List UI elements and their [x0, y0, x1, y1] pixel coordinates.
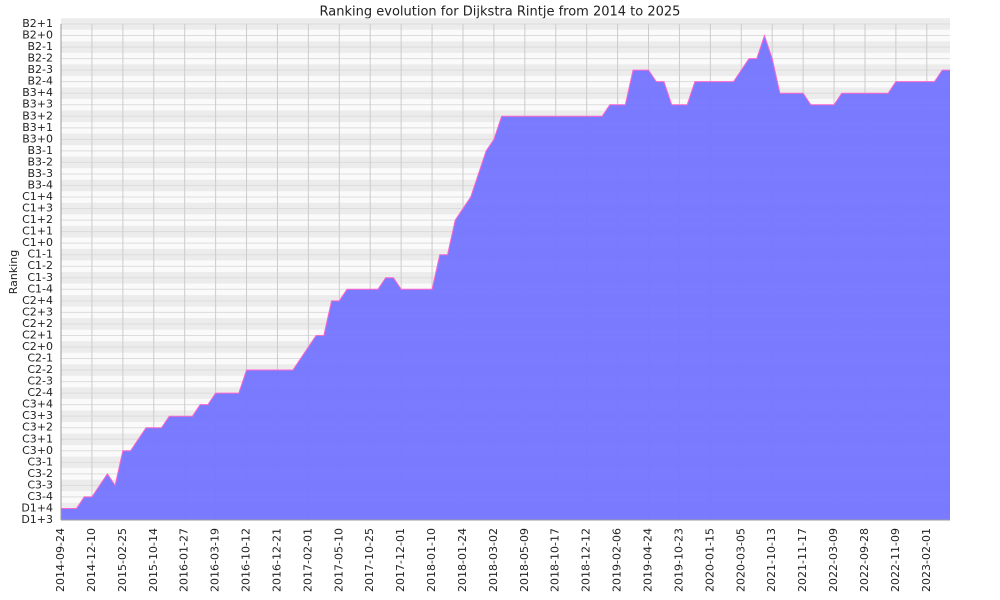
y-tick-label: C2+3	[22, 305, 53, 318]
x-tick-label: 2018-10-17	[549, 528, 562, 592]
y-tick-label: B2-2	[27, 52, 53, 65]
y-tick-label: C1-1	[27, 248, 53, 261]
x-tick-label: 2018-01-10	[425, 528, 438, 592]
y-tick-label: C1-3	[27, 271, 53, 284]
x-tick-label: 2015-02-25	[116, 528, 129, 592]
x-tick-label: 2019-10-23	[672, 528, 685, 592]
y-tick-label: B3+4	[22, 86, 53, 99]
y-tick-label: C2-3	[27, 375, 53, 388]
y-tick-label: C1+0	[22, 236, 53, 249]
y-tick-label: D1+4	[21, 501, 53, 514]
y-tick-label: C1-2	[27, 259, 53, 272]
x-tick-label: 2022-09-28	[858, 528, 871, 592]
y-tick-label: C2+2	[22, 317, 53, 330]
x-tick-label: 2015-10-14	[147, 528, 160, 592]
y-tick-label: C3-2	[27, 467, 53, 480]
x-tick-label: 2020-03-05	[734, 528, 747, 592]
x-tick-label: 2017-05-10	[332, 528, 345, 592]
y-tick-label: C3+4	[22, 398, 53, 411]
y-tick-label: C2+1	[22, 328, 53, 341]
y-tick-label: C2+4	[22, 294, 53, 307]
y-tick-label: B2-1	[27, 40, 53, 53]
y-tick-label: C1+2	[22, 213, 53, 226]
y-tick-label: B3+0	[22, 132, 53, 145]
y-tick-label: B3-2	[27, 155, 53, 168]
y-tick-label: B2+0	[22, 29, 53, 42]
y-tick-label: C2-2	[27, 363, 53, 376]
y-tick-label: C3-3	[27, 478, 53, 491]
y-tick-label: B3-1	[27, 144, 53, 157]
x-tick-label: 2021-11-17	[796, 528, 809, 592]
y-tick-label: C1+1	[22, 225, 53, 238]
y-tick-label: B3+1	[22, 121, 53, 134]
x-tick-label: 2016-12-21	[270, 528, 283, 592]
area	[61, 35, 950, 520]
x-tick-label: 2018-12-12	[580, 528, 593, 592]
line	[61, 33, 950, 509]
x-tick-label: 2020-01-15	[703, 528, 716, 592]
y-tick-label: C1+3	[22, 202, 53, 215]
chart-title: Ranking evolution for Dijkstra Rintje fr…	[320, 5, 681, 20]
x-tick-label: 2017-10-25	[363, 528, 376, 592]
y-tick-label: B3-4	[27, 178, 53, 191]
y-tick-label: C3+3	[22, 409, 53, 422]
y-tick-label: B2+1	[22, 17, 53, 30]
y-tick-label: C3-1	[27, 455, 53, 468]
y-axis-label: Ranking	[7, 250, 20, 295]
y-tick-label: B3+2	[22, 109, 53, 122]
y-tick-label: C3+2	[22, 421, 53, 434]
x-tick-label: 2018-03-02	[487, 528, 500, 592]
y-tick-label: B3+3	[22, 98, 53, 111]
y-tick-label: B2-3	[27, 63, 53, 76]
x-tick-label: 2023-02-01	[920, 528, 933, 592]
y-tick-label: B3-3	[27, 167, 53, 180]
x-tick-label: 2017-12-01	[394, 528, 407, 592]
x-tick-label: 2022-11-09	[889, 528, 902, 592]
x-tick-label: 2016-10-12	[240, 528, 253, 592]
y-tick-label: C3+1	[22, 432, 53, 445]
x-tick-label: 2018-05-09	[518, 528, 531, 592]
y-tick-label: C2-1	[27, 352, 53, 365]
x-tick-label: 2017-02-01	[301, 528, 314, 592]
y-tick-label: C3-4	[27, 490, 53, 503]
y-tick-label: C2+0	[22, 340, 53, 353]
x-tick-label: 2018-01-24	[456, 528, 469, 592]
y-tick-label: D1+3	[21, 513, 53, 526]
x-tick-label: 2016-01-27	[178, 528, 191, 592]
y-tick-label: C2-4	[27, 386, 53, 399]
y-tick-label: C3+0	[22, 444, 53, 457]
x-tick-label: 2016-03-19	[209, 528, 222, 592]
x-tick-label: 2021-10-13	[765, 528, 778, 592]
y-tick-label: C1-4	[27, 282, 53, 295]
x-tick-label: 2014-09-24	[54, 528, 67, 592]
y-tick-label: B2-4	[27, 75, 53, 88]
x-tick-label: 2022-03-09	[827, 528, 840, 592]
y-tick-label: C1+4	[22, 190, 53, 203]
x-tick-label: 2014-12-10	[85, 528, 98, 592]
x-tick-label: 2019-04-24	[642, 528, 655, 592]
x-tick-label: 2019-02-06	[611, 528, 624, 592]
